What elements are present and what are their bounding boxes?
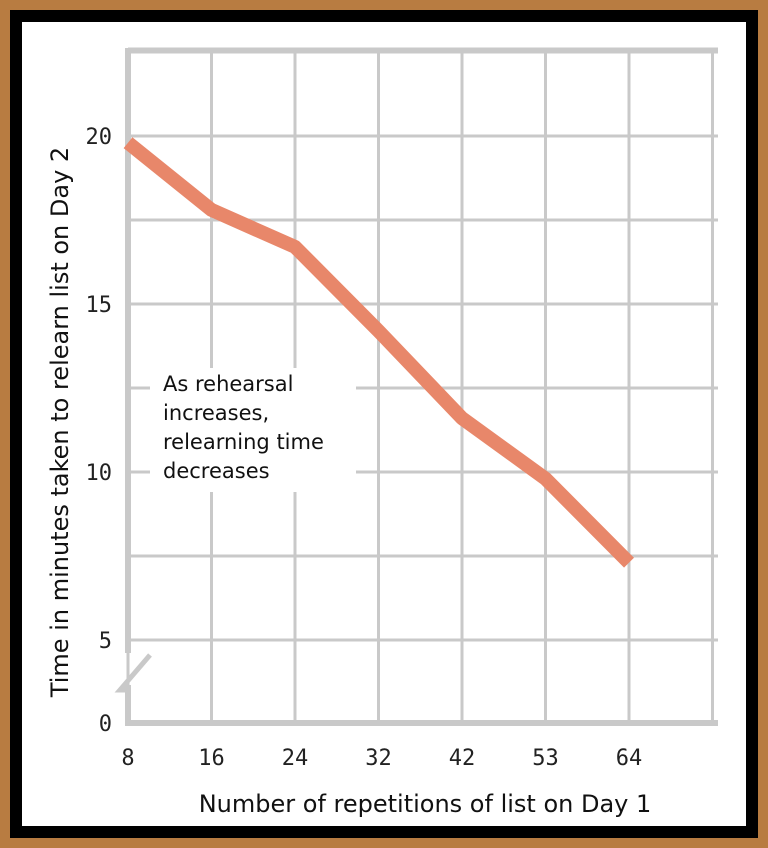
annotation-text: As rehearsal increases, relearning time … xyxy=(163,372,331,483)
x-tick-label: 32 xyxy=(365,746,392,771)
series-layer xyxy=(123,137,634,568)
x-tick-label: 53 xyxy=(532,746,559,771)
x-tick-label: 64 xyxy=(616,746,643,771)
x-tick-label: 16 xyxy=(198,746,225,771)
y-tick-label: 10 xyxy=(86,461,113,486)
annotation-line-3: relearning time xyxy=(163,430,324,454)
y-axis-break-mark xyxy=(114,653,152,693)
y-tick-label: 20 xyxy=(86,125,113,150)
annotation-background xyxy=(150,368,356,492)
x-tick-label: 42 xyxy=(449,746,476,771)
grid-lines xyxy=(126,47,718,723)
annotation-line-2: increases, xyxy=(163,401,269,425)
x-tick-labels: 8 16 24 32 42 53 64 xyxy=(121,746,642,771)
y-tick-labels: 0 5 10 15 20 xyxy=(86,125,113,737)
y-tick-label: 15 xyxy=(86,293,113,318)
annotation-line-1: As rehearsal xyxy=(163,372,293,396)
y-tick-label: 5 xyxy=(99,629,112,654)
x-tick-label: 24 xyxy=(282,746,309,771)
annotation-line-4: decreases xyxy=(163,459,270,483)
x-axis-label: Number of repetitions of list on Day 1 xyxy=(199,790,652,818)
x-tick-label: 8 xyxy=(121,746,134,771)
y-axis-label: Time in minutes taken to relearn list on… xyxy=(46,147,74,698)
y-tick-label: 0 xyxy=(99,712,112,737)
